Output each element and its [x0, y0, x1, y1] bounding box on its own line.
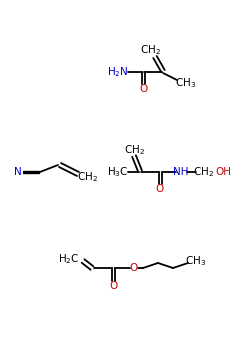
Text: $\mathsf{CH_2}$: $\mathsf{CH_2}$	[124, 143, 144, 157]
Text: O: O	[139, 84, 147, 94]
Text: $\mathsf{CH_2}$: $\mathsf{CH_2}$	[140, 43, 160, 57]
Text: O: O	[109, 281, 117, 291]
Text: O: O	[156, 184, 164, 194]
Text: $\mathsf{CH_3}$: $\mathsf{CH_3}$	[176, 76, 197, 90]
Text: N: N	[14, 167, 22, 177]
Text: $\mathsf{CH_3}$: $\mathsf{CH_3}$	[186, 254, 206, 268]
Text: O: O	[129, 263, 137, 273]
Text: $\mathsf{CH_2}$: $\mathsf{CH_2}$	[76, 170, 98, 184]
Text: $\mathsf{CH_2}$: $\mathsf{CH_2}$	[192, 165, 214, 179]
Text: NH: NH	[173, 167, 189, 177]
Text: OH: OH	[215, 167, 231, 177]
Text: $\mathsf{H_3C}$: $\mathsf{H_3C}$	[107, 165, 129, 179]
Text: $\mathsf{H_2N}$: $\mathsf{H_2N}$	[107, 65, 129, 79]
Text: $\mathsf{H_2C}$: $\mathsf{H_2C}$	[58, 252, 80, 266]
